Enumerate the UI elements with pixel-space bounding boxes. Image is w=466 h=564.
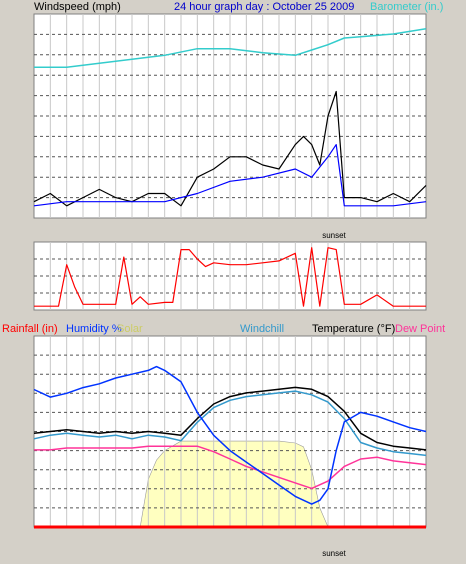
wind-direction-line bbox=[34, 247, 426, 307]
barometer-line bbox=[34, 27, 427, 69]
direction-grid bbox=[34, 242, 426, 310]
windspeed-series bbox=[33, 27, 427, 207]
humidity-legend: Humidity % bbox=[66, 323, 122, 335]
windspeed-gust-line bbox=[33, 90, 427, 207]
sunset-label-3: sunset bbox=[322, 549, 346, 558]
sunset-label-1: sunset bbox=[322, 231, 346, 240]
temperature-legend: Temperature (°F) bbox=[312, 323, 395, 335]
direction-series bbox=[34, 247, 426, 307]
chart-title: 24 hour graph day : October 25 2009 bbox=[174, 1, 354, 13]
windchill-line bbox=[33, 390, 427, 457]
rainfall-legend: Rainfall (in) bbox=[2, 323, 58, 335]
solar-legend: Solar bbox=[117, 323, 143, 335]
windspeed-average-line bbox=[33, 144, 427, 207]
humidity-line bbox=[33, 365, 427, 505]
dewpoint-line bbox=[34, 445, 427, 490]
barometer-axis-title: Barometer (in.) bbox=[370, 1, 443, 13]
dewpoint-legend: Dew Point bbox=[395, 323, 445, 335]
windspeed-axis-title: Windspeed (mph) bbox=[34, 1, 121, 13]
climate-series bbox=[33, 365, 427, 529]
windchill-legend: Windchill bbox=[240, 323, 284, 335]
temperature-line bbox=[33, 386, 427, 451]
